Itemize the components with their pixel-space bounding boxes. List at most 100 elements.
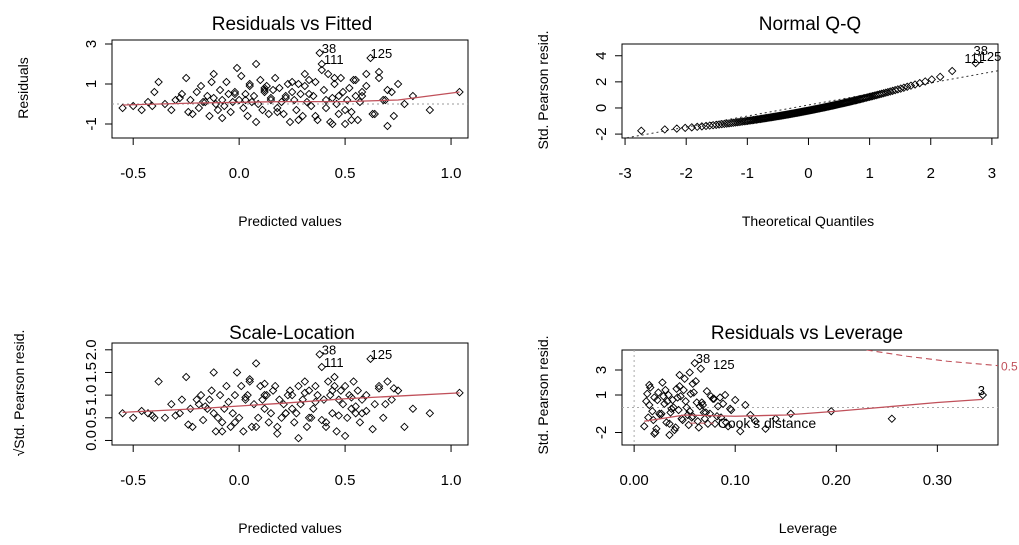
x-tick-label: 0.20 bbox=[822, 472, 851, 489]
data-point bbox=[425, 105, 435, 115]
data-point bbox=[311, 381, 320, 391]
data-point bbox=[273, 103, 282, 113]
data-point bbox=[357, 87, 367, 97]
data-point bbox=[287, 404, 297, 413]
data-point bbox=[697, 398, 707, 407]
data-point bbox=[362, 406, 371, 416]
panel-4: Residuals vs Leverage Leverage Std. Pearso… bbox=[535, 323, 1018, 536]
data-point bbox=[328, 386, 337, 395]
data-point bbox=[213, 413, 223, 423]
x-tick-label: -0.5 bbox=[120, 472, 146, 489]
data-point bbox=[730, 395, 740, 405]
data-point bbox=[150, 413, 159, 423]
data-point bbox=[347, 404, 356, 413]
data-point bbox=[323, 377, 333, 386]
x-axis-label: Predicted values bbox=[238, 213, 342, 229]
y-axis-label: Residuals bbox=[15, 57, 31, 118]
data-point bbox=[374, 384, 384, 393]
x-tick-label: 0.30 bbox=[923, 472, 952, 489]
data-point bbox=[679, 385, 688, 395]
data-point bbox=[366, 354, 375, 364]
data-point bbox=[262, 390, 271, 400]
data-point bbox=[245, 81, 254, 91]
data-point bbox=[379, 95, 388, 105]
data-point bbox=[659, 392, 668, 401]
data-point bbox=[684, 420, 693, 430]
qq-point bbox=[971, 58, 980, 68]
data-point bbox=[330, 79, 339, 89]
panel-3: Scale-Location Predicted values √Std. Pear… bbox=[11, 323, 469, 536]
data-point bbox=[224, 397, 233, 407]
data-layer bbox=[622, 350, 998, 445]
data-point bbox=[381, 399, 390, 409]
data-point bbox=[675, 370, 684, 380]
data-point bbox=[196, 390, 206, 400]
data-point bbox=[192, 87, 201, 97]
y-tick-label: 2.0 bbox=[83, 339, 100, 360]
data-point bbox=[304, 386, 314, 395]
panel-2: Normal Q-Q Theoretical Quantiles Std. Pear… bbox=[535, 14, 1001, 229]
chart-title: Scale-Location bbox=[229, 323, 355, 344]
data-point bbox=[201, 97, 210, 107]
x-tick-label: 1.0 bbox=[441, 165, 462, 182]
data-point bbox=[143, 409, 153, 418]
data-point bbox=[700, 414, 710, 423]
x-tick-label: -3 bbox=[618, 165, 631, 182]
y-tick-label: 1 bbox=[593, 391, 610, 399]
data-point bbox=[667, 404, 676, 413]
data-point bbox=[693, 417, 703, 426]
point-label: 125 bbox=[713, 357, 735, 372]
data-point bbox=[678, 415, 687, 425]
data-point bbox=[209, 409, 218, 418]
qq-point bbox=[879, 89, 888, 98]
data-point bbox=[673, 393, 682, 402]
data-point bbox=[653, 395, 662, 405]
x-tick-label: 0.10 bbox=[721, 472, 750, 489]
qq-point bbox=[885, 87, 895, 96]
data-point bbox=[239, 427, 248, 436]
data-point bbox=[251, 117, 261, 127]
data-point bbox=[677, 414, 686, 423]
data-point bbox=[175, 93, 185, 103]
data-point bbox=[177, 89, 187, 99]
qq-point bbox=[866, 92, 876, 101]
data-point bbox=[283, 79, 293, 89]
data-point bbox=[277, 413, 286, 423]
point-label: 125 bbox=[371, 46, 393, 61]
data-point bbox=[383, 85, 392, 95]
data-point bbox=[287, 87, 297, 97]
data-point bbox=[686, 389, 695, 398]
data-point bbox=[357, 91, 367, 101]
cooks-contour-label: 0.5 bbox=[1001, 360, 1018, 374]
x-tick-label: -1 bbox=[741, 165, 754, 182]
data-point bbox=[355, 418, 365, 427]
data-point bbox=[294, 79, 303, 89]
data-point bbox=[175, 409, 185, 418]
data-point bbox=[681, 397, 690, 406]
data-point bbox=[302, 97, 312, 107]
point-label: 3 bbox=[978, 383, 985, 398]
data-point bbox=[118, 409, 127, 418]
data-point bbox=[771, 414, 780, 423]
data-point bbox=[389, 111, 399, 121]
qq-point bbox=[868, 91, 877, 101]
data-point bbox=[362, 69, 371, 79]
data-point bbox=[266, 409, 276, 418]
data-point bbox=[338, 399, 348, 409]
data-point bbox=[374, 67, 384, 77]
y-tick-label: -2 bbox=[593, 426, 610, 439]
data-point bbox=[313, 390, 322, 400]
data-point bbox=[285, 117, 295, 127]
data-point bbox=[228, 409, 238, 418]
data-point bbox=[228, 97, 238, 107]
qq-point bbox=[862, 93, 871, 102]
data-point bbox=[383, 121, 392, 131]
point-label: 111 bbox=[324, 52, 344, 67]
qq-point bbox=[935, 72, 945, 82]
data-point bbox=[237, 71, 246, 81]
data-point bbox=[751, 417, 760, 426]
data-point bbox=[651, 428, 660, 437]
data-point bbox=[215, 85, 225, 95]
data-point bbox=[640, 422, 649, 431]
data-point bbox=[137, 105, 146, 115]
